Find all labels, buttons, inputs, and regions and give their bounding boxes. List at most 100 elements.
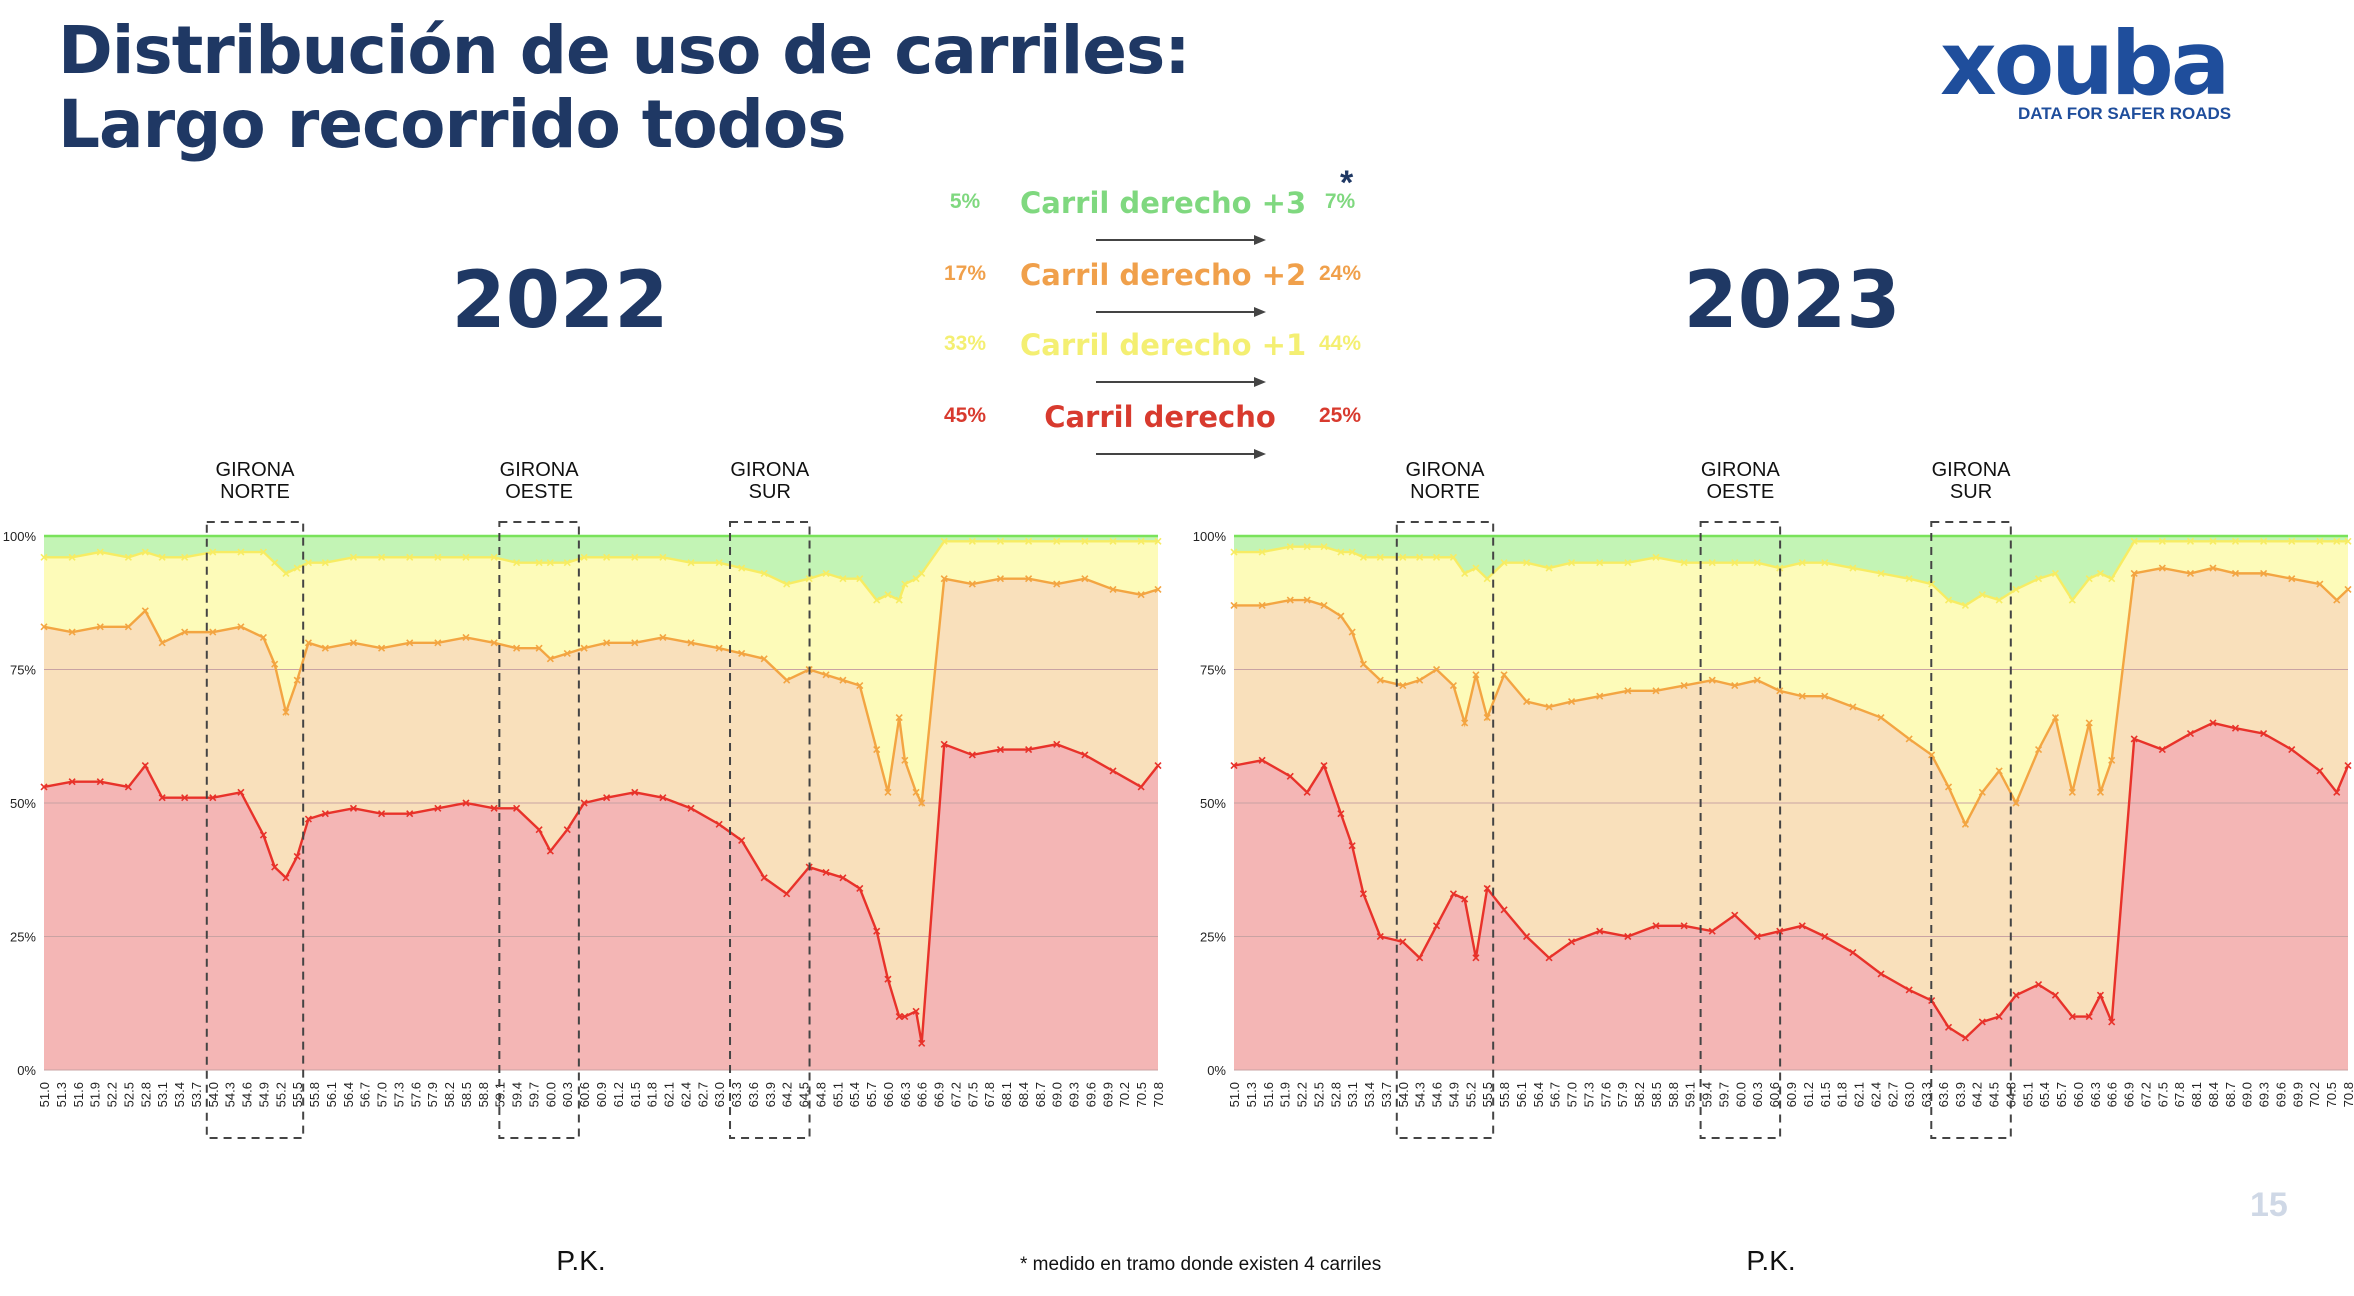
data-point bbox=[1025, 746, 1033, 754]
legend-pct-2022: 5% bbox=[949, 190, 981, 213]
x-tick-label: 61.2 bbox=[611, 1082, 626, 1107]
x-tick-label: 69.3 bbox=[2257, 1082, 2272, 1107]
x-tick-label: 52.5 bbox=[121, 1082, 136, 1107]
x-tick-label: 61.5 bbox=[628, 1082, 643, 1107]
x-tick-label: 69.6 bbox=[1083, 1082, 1098, 1107]
data-point bbox=[1258, 601, 1266, 609]
interchange-label: SUR bbox=[749, 481, 791, 503]
x-tick-label: 69.0 bbox=[1050, 1082, 1065, 1107]
x-tick-label: 54.6 bbox=[240, 1082, 255, 1107]
x-tick-label: 55.2 bbox=[273, 1082, 288, 1107]
x-tick-label: 63.9 bbox=[1953, 1082, 1968, 1107]
x-tick-label: 55.8 bbox=[1497, 1082, 1512, 1107]
data-point bbox=[2158, 537, 2166, 545]
data-point bbox=[1053, 580, 1061, 588]
data-point bbox=[1928, 580, 1936, 588]
legend-label: Carril derecho +3 bbox=[1020, 186, 1307, 220]
interchange-label: GIRONA bbox=[1701, 460, 1781, 481]
data-point bbox=[687, 559, 695, 567]
data-point bbox=[124, 783, 132, 791]
x-tick-label: 53.4 bbox=[172, 1082, 187, 1107]
interchange-label: SUR bbox=[1950, 481, 1992, 503]
data-point bbox=[1399, 938, 1407, 946]
data-point bbox=[1348, 548, 1356, 556]
data-point bbox=[1944, 596, 1953, 604]
data-point bbox=[1303, 543, 1311, 551]
data-point bbox=[2231, 724, 2240, 732]
x-tick-label: 55.5 bbox=[1480, 1082, 1495, 1107]
data-point bbox=[304, 815, 312, 823]
data-point bbox=[2316, 767, 2324, 775]
data-point bbox=[2288, 746, 2296, 754]
data-point bbox=[1596, 927, 1604, 935]
data-point bbox=[1081, 537, 1089, 545]
data-point bbox=[293, 676, 301, 684]
data-point bbox=[181, 794, 189, 802]
data-point bbox=[434, 639, 442, 647]
data-point bbox=[563, 559, 571, 567]
interchange-box bbox=[729, 521, 811, 1139]
x-tick-label: 62.4 bbox=[1868, 1082, 1883, 1107]
data-point bbox=[1523, 697, 1531, 706]
data-point bbox=[2130, 537, 2138, 545]
data-point bbox=[2158, 746, 2166, 754]
data-point bbox=[513, 804, 521, 812]
x-tick-label: 65.4 bbox=[847, 1082, 862, 1107]
data-point bbox=[209, 628, 217, 636]
x-tick-label: 59.1 bbox=[1683, 1082, 1698, 1107]
data-point bbox=[1230, 548, 1238, 556]
xouba-logo: xouba DATA FOR SAFER ROADS bbox=[1940, 14, 2231, 128]
data-point bbox=[996, 537, 1005, 545]
x-tick-label: 54.9 bbox=[1446, 1082, 1461, 1107]
data-point bbox=[1154, 762, 1162, 770]
data-point bbox=[1337, 548, 1345, 556]
data-point bbox=[1303, 596, 1311, 604]
data-point bbox=[2068, 1013, 2076, 1021]
y-tick-label: 50% bbox=[10, 796, 36, 811]
data-point bbox=[884, 788, 892, 796]
interchange-box bbox=[1699, 521, 1782, 1139]
year-heading-right: 2023 bbox=[1683, 256, 1901, 346]
data-point bbox=[996, 746, 1005, 754]
x-tick-label: 58.5 bbox=[1649, 1082, 1664, 1107]
data-point bbox=[659, 794, 667, 802]
data-point bbox=[1416, 954, 1424, 962]
legend-pct-2022: 45% bbox=[943, 404, 987, 427]
data-point bbox=[2085, 1013, 2093, 1021]
data-point bbox=[1978, 591, 1986, 599]
x-tick-label: 59.7 bbox=[526, 1082, 541, 1107]
data-point bbox=[1449, 681, 1457, 690]
y-tick-label: 0% bbox=[17, 1063, 36, 1078]
x-tick-label: 66.9 bbox=[932, 1082, 947, 1107]
x-tick-label: 70.2 bbox=[1117, 1082, 1132, 1107]
chart-svg: 0%25%50%75%100%51.0 51.3 51.6 51.9 52.2 52.5 5… bbox=[1193, 460, 2354, 1276]
interchange-box bbox=[1395, 521, 1495, 1139]
x-tick-label: 53.1 bbox=[1345, 1082, 1360, 1107]
data-point bbox=[1798, 692, 1806, 700]
data-point bbox=[1821, 692, 1829, 700]
data-point bbox=[1432, 922, 1441, 930]
data-point bbox=[1449, 553, 1457, 561]
data-point bbox=[873, 927, 881, 935]
data-point bbox=[535, 559, 543, 567]
x-tick-label: 51.9 bbox=[1278, 1082, 1293, 1107]
interchange-label: NORTE bbox=[220, 481, 290, 503]
data-point bbox=[563, 826, 571, 834]
data-point bbox=[1483, 884, 1491, 893]
data-point bbox=[513, 559, 521, 567]
arrow-right-icon bbox=[1096, 235, 1266, 245]
x-tick-label: 60.6 bbox=[577, 1082, 592, 1107]
x-tick-label: 64.8 bbox=[813, 1082, 828, 1107]
data-point bbox=[1461, 895, 1469, 903]
x-tick-label: 69.9 bbox=[1100, 1082, 1115, 1107]
data-point bbox=[1545, 703, 1553, 711]
data-point bbox=[580, 553, 588, 561]
x-tick-label: 52.5 bbox=[1311, 1082, 1326, 1107]
data-point bbox=[462, 633, 470, 642]
data-point bbox=[1995, 596, 2003, 604]
data-point bbox=[968, 537, 976, 545]
x-tick-label: 57.0 bbox=[1565, 1082, 1580, 1107]
data-point bbox=[546, 655, 554, 663]
data-point bbox=[1109, 767, 1117, 775]
data-point bbox=[304, 559, 312, 567]
